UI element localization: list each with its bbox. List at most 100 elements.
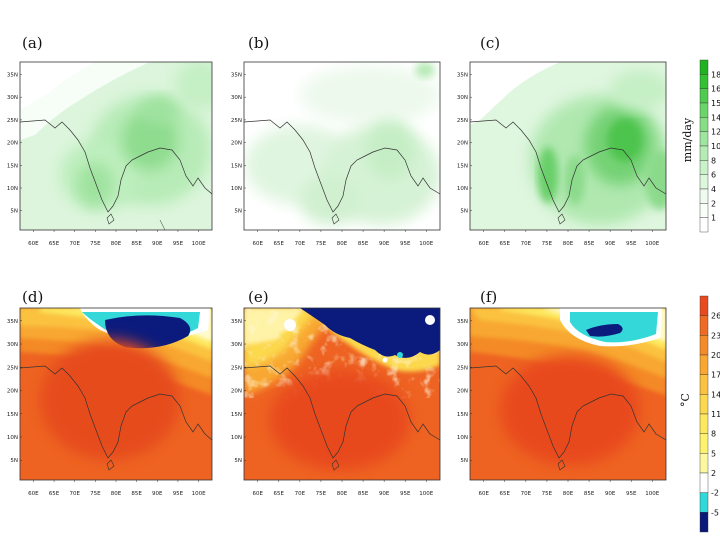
panel-e-label: (e): [248, 288, 269, 306]
colorbar-swatch: [699, 102, 709, 118]
lon-tick-label: 70E: [69, 241, 80, 247]
lat-tick-label: 5N: [460, 209, 468, 215]
lon-tick-label: 95E: [626, 241, 637, 247]
lat-tick-label: 10N: [7, 186, 18, 192]
colorbar-level-label: 5: [711, 449, 716, 458]
lon-tick-label: 90E: [152, 491, 163, 497]
lat-tick-label: 20N: [457, 141, 468, 147]
lon-tick-label: 100E: [419, 491, 433, 497]
lat-tick-label: 5N: [10, 458, 18, 464]
colorbar-level-label: 12: [711, 128, 720, 137]
lat-tick-label: 25N: [7, 118, 18, 124]
lat-tick-label: 25N: [457, 365, 468, 371]
colorbar-level-label: 14: [711, 390, 720, 399]
colorbar-level-label: 8: [711, 156, 716, 165]
lat-tick-label: 15N: [7, 412, 18, 418]
lon-tick-label: 100E: [645, 491, 659, 497]
lat-tick-label: 15N: [457, 163, 468, 169]
lon-tick-label: 90E: [152, 241, 163, 247]
panel-d: (d) 35N 30N 25N 20N 15N 10N 5N 60E 65E 70E 75E 80E…: [7, 288, 213, 497]
precip-colorbar-title: mm/day: [681, 117, 694, 162]
lat-tick-label: 20N: [7, 389, 18, 395]
colorbar-level-label: 2: [711, 469, 716, 478]
colorbar-swatch: [699, 295, 709, 316]
lon-tick-label: 100E: [192, 241, 206, 247]
lon-tick-label: 85E: [358, 241, 369, 247]
lon-tick-label: 100E: [192, 491, 206, 497]
panel-c-label: (c): [480, 34, 500, 52]
lon-tick-label: 100E: [645, 241, 659, 247]
colorbar-swatch: [699, 188, 709, 204]
colorbar-level-label: 16: [711, 85, 720, 94]
lon-tick-label: 65E: [49, 491, 60, 497]
lon-tick-label: 70E: [521, 491, 532, 497]
lat-tick-label: 15N: [231, 163, 242, 169]
colorbar-swatch: [699, 472, 709, 493]
lat-tick-label: 30N: [457, 342, 468, 348]
lon-tick-label: 80E: [563, 491, 574, 497]
lat-tick-label: 15N: [7, 163, 18, 169]
lon-tick-label: 80E: [111, 491, 122, 497]
lon-tick-label: 85E: [131, 491, 142, 497]
lon-tick-label: 65E: [500, 241, 511, 247]
panel-b: (b) 35N 30N 25N 20N 15N 10N 5N 60E 65E 70E 75E 80E…: [231, 34, 441, 247]
lon-tick-label: 70E: [69, 491, 80, 497]
colorbar-swatch: [699, 335, 709, 356]
lon-tick-label: 60E: [28, 241, 39, 247]
colorbar-level-label: 23: [711, 331, 720, 340]
lon-tick-label: 70E: [521, 241, 532, 247]
colorbar-level-label: 1: [711, 214, 716, 223]
colorbar-level-label: 10: [711, 142, 720, 151]
colorbar-level-label: 6: [711, 171, 716, 180]
lon-tick-label: 80E: [563, 241, 574, 247]
lon-tick-label: 60E: [478, 491, 489, 497]
colorbar-level-label: 15: [711, 99, 720, 108]
lat-tick-label: 10N: [457, 186, 468, 192]
lon-tick-label: 75E: [316, 491, 327, 497]
panel-b-label: (b): [248, 34, 269, 52]
lat-tick-label: 35N: [7, 72, 18, 78]
colorbar-swatch: [699, 217, 709, 233]
lon-tick-label: 95E: [173, 241, 184, 247]
lon-tick-label: 85E: [584, 491, 595, 497]
colorbar-swatch: [699, 145, 709, 161]
lat-tick-label: 25N: [231, 118, 242, 124]
panel-f-label: (f): [480, 288, 497, 306]
lat-tick-label: 30N: [231, 95, 242, 101]
lon-tick-label: 75E: [542, 241, 553, 247]
lon-tick-label: 60E: [252, 491, 263, 497]
lon-tick-label: 75E: [90, 241, 101, 247]
colorbar-swatch: [699, 160, 709, 175]
lat-tick-label: 35N: [457, 319, 468, 325]
lon-tick-label: 95E: [173, 491, 184, 497]
lon-tick-label: 70E: [295, 491, 306, 497]
colorbar-swatch: [699, 59, 709, 75]
colorbar-swatch: [699, 203, 709, 218]
panel-a-label: (a): [22, 34, 43, 52]
colorbar-level-label: 18: [711, 70, 720, 79]
lat-tick-label: 15N: [457, 412, 468, 418]
lat-tick-label: 20N: [457, 389, 468, 395]
lon-tick-label: 90E: [379, 491, 390, 497]
lon-tick-label: 95E: [400, 241, 411, 247]
colorbar-swatch: [699, 433, 709, 454]
lat-tick-label: 35N: [231, 72, 242, 78]
lon-tick-label: 75E: [542, 491, 553, 497]
lat-tick-label: 10N: [7, 435, 18, 441]
lon-tick-label: 90E: [605, 491, 616, 497]
colorbar-swatch: [699, 117, 709, 132]
lat-tick-label: 20N: [7, 141, 18, 147]
lat-tick-label: 25N: [7, 365, 18, 371]
colorbar-level-label: 2: [711, 199, 716, 208]
lon-tick-label: 65E: [500, 491, 511, 497]
lat-tick-label: 10N: [457, 435, 468, 441]
lon-tick-label: 80E: [111, 241, 122, 247]
lat-tick-label: 30N: [7, 342, 18, 348]
lon-tick-label: 60E: [28, 491, 39, 497]
lon-tick-label: 85E: [584, 241, 595, 247]
colorbar-swatch: [699, 354, 709, 375]
lat-tick-label: 5N: [10, 209, 18, 215]
lat-tick-label: 30N: [7, 95, 18, 101]
colorbar-swatch: [699, 315, 709, 336]
lon-tick-label: 100E: [419, 241, 433, 247]
